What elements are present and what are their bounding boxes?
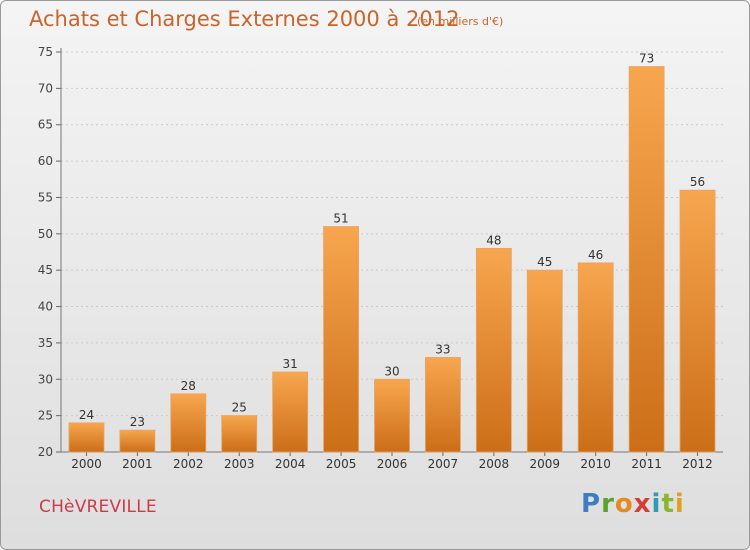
- bar: [526, 269, 563, 453]
- bar: [577, 262, 614, 453]
- bar: [272, 371, 309, 453]
- chart-title: Achats et Charges Externes 2000 à 2012: [29, 7, 460, 31]
- commune-name: CHèVREVILLE: [39, 497, 157, 517]
- bar: [679, 189, 716, 453]
- data-label: 48: [486, 233, 501, 247]
- data-label: 73: [639, 52, 654, 66]
- data-label: 45: [537, 255, 552, 269]
- bar: [628, 66, 665, 453]
- logo-letter: r: [601, 489, 615, 519]
- data-label: 23: [130, 415, 145, 429]
- y-tick-label: 30: [38, 372, 53, 386]
- x-tick-label: 2004: [275, 457, 306, 471]
- y-tick-label: 25: [38, 409, 53, 423]
- bars: [68, 66, 716, 453]
- y-tick-label: 50: [38, 227, 53, 241]
- logo-letter: x: [633, 489, 652, 519]
- proxiti-logo: Proxiti: [581, 489, 685, 519]
- bar: [221, 415, 258, 453]
- data-labels: 24 23 28 25 31 51 30 33 48 45 46 73 56: [79, 52, 705, 430]
- y-tick-label: 60: [38, 154, 53, 168]
- data-label: 33: [435, 342, 450, 356]
- y-tick-label: 65: [38, 118, 53, 132]
- bar: [425, 357, 461, 453]
- x-tick-label: 2002: [173, 457, 204, 471]
- logo-letter: i: [651, 489, 662, 519]
- x-tick-label: 2000: [71, 457, 102, 471]
- x-tick-label: 2010: [580, 457, 611, 471]
- bar: [323, 226, 359, 453]
- logo-letter: o: [614, 489, 634, 519]
- y-tick-label: 40: [38, 300, 53, 314]
- x-tick-label: 2008: [479, 457, 510, 471]
- y-tick-label: 75: [38, 45, 53, 59]
- data-label: 30: [384, 364, 399, 378]
- data-label: 25: [232, 401, 247, 415]
- x-tick-label: 2009: [529, 457, 560, 471]
- y-tick-label: 55: [38, 190, 53, 204]
- x-tick-label: 2001: [122, 457, 153, 471]
- x-tick-label: 2005: [326, 457, 357, 471]
- data-label: 31: [283, 357, 298, 371]
- data-label: 46: [588, 248, 603, 262]
- y-tick-label: 45: [38, 263, 53, 277]
- bar: [374, 378, 410, 453]
- bar: [170, 393, 207, 453]
- logo-letter: i: [674, 489, 685, 519]
- bar: [475, 247, 512, 453]
- x-tick-label: 2012: [682, 457, 713, 471]
- data-label: 56: [690, 175, 705, 189]
- chart-subtitle: (en milliers d'€): [417, 15, 504, 28]
- y-tick-label: 20: [38, 445, 53, 459]
- x-tick-label: 2003: [224, 457, 255, 471]
- bar: [68, 422, 105, 453]
- x-tick-label: 2007: [428, 457, 459, 471]
- bar: [119, 429, 156, 453]
- data-label: 51: [333, 212, 348, 226]
- y-tick-label: 35: [38, 336, 53, 350]
- grid-lines: [61, 51, 723, 417]
- data-label: 28: [181, 379, 196, 393]
- y-tick-label: 70: [38, 81, 53, 95]
- data-label: 24: [79, 408, 94, 422]
- x-tick-label: 2011: [631, 457, 662, 471]
- logo-letter: t: [661, 489, 675, 519]
- x-tick-label: 2006: [377, 457, 408, 471]
- logo-letter: P: [581, 489, 602, 519]
